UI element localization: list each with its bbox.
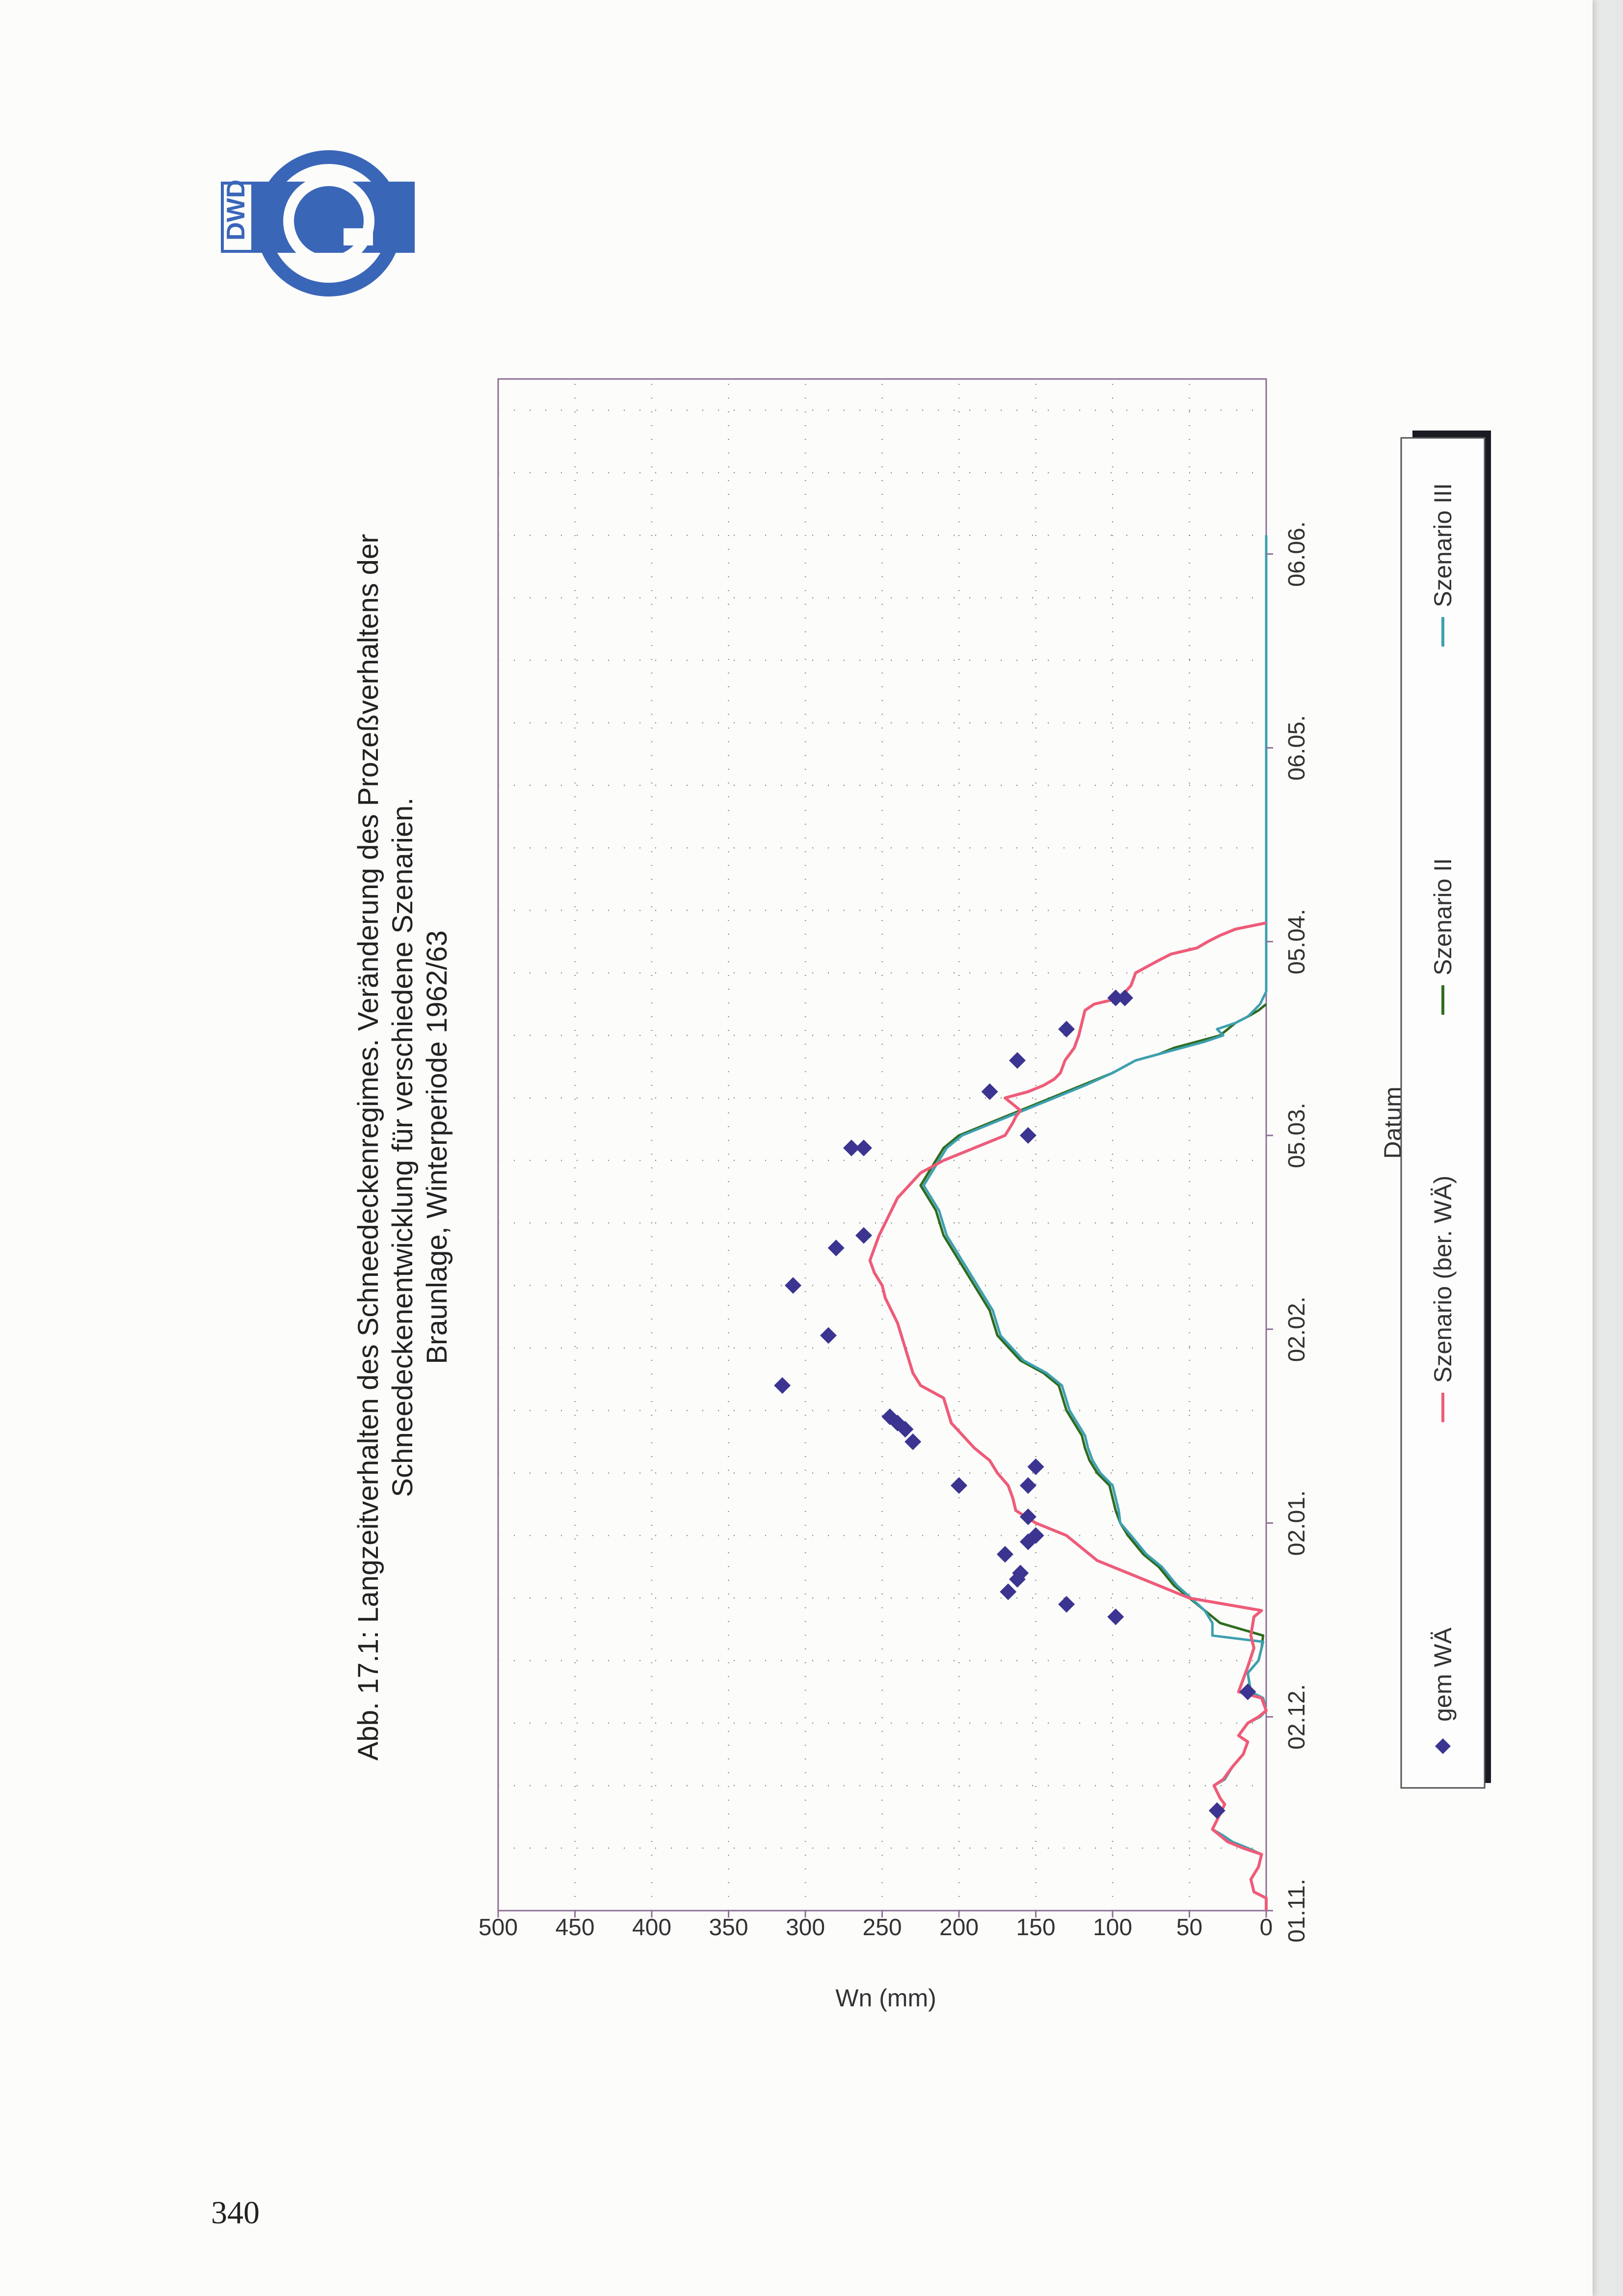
data-point-gem	[820, 1327, 837, 1344]
x-tick-label: 02.01.	[1284, 1490, 1310, 1556]
data-point-gem	[1208, 1802, 1225, 1819]
data-point-gem	[784, 1277, 801, 1294]
data-point-gem	[1027, 1458, 1044, 1475]
plot-area	[497, 378, 1267, 1912]
data-point-gem	[881, 1408, 899, 1425]
y-tick-label: 250	[862, 1915, 902, 1941]
data-point-gem	[1117, 989, 1134, 1006]
chart-subtitle: Braunlage, Winterperiode 1962/63	[421, 930, 453, 1364]
data-point-gem	[951, 1477, 967, 1494]
chart-title-line2: Schneedeckenentwicklung für verschiedene…	[387, 797, 419, 1497]
chart-root: 01.11. 02.12. 02.01. 02.02. 05.03. 05.04. 06.0…	[352, 378, 1491, 2012]
y-tick-label: 500	[479, 1915, 518, 1941]
y-tick-label: 300	[786, 1915, 825, 1941]
data-point-gem	[1019, 1508, 1037, 1525]
x-tick-label: 06.05.	[1284, 715, 1310, 781]
plot-frame	[497, 378, 1267, 1912]
y-tick-label: 400	[632, 1915, 671, 1941]
dwd-logo-spiral-inner	[307, 197, 355, 245]
series-line-s2	[919, 1003, 1268, 1911]
tick-labels: 01.11. 02.12. 02.01. 02.02. 05.03. 05.04. 06.0…	[479, 521, 1310, 1943]
x-tick-label: 06.06.	[1284, 521, 1310, 587]
y-tick-label: 50	[1176, 1915, 1202, 1941]
x-tick-label: 02.12.	[1284, 1684, 1310, 1749]
data-point-gem	[1019, 1127, 1037, 1144]
legend-label: Szenario III	[1429, 483, 1457, 607]
x-tick-label: 02.02.	[1284, 1297, 1310, 1362]
chart-title: Abb. 17.1: Langzeitverhalten des Schneed…	[352, 534, 384, 1761]
data-point-gem	[1012, 1565, 1029, 1582]
grid-lines	[498, 379, 1266, 1911]
x-tick-label: 05.03.	[1284, 1103, 1310, 1168]
data-point-gem	[774, 1377, 791, 1394]
page-number: 340	[211, 2195, 260, 2231]
data-point-gem	[1019, 1477, 1037, 1494]
data-point-gem	[855, 1139, 872, 1157]
data-point-gem	[1107, 989, 1124, 1006]
y-tick-label: 350	[709, 1915, 748, 1941]
data-point-gem	[855, 1227, 872, 1244]
series-line-ber	[868, 921, 1268, 1911]
legend-marker-diamond	[1435, 1738, 1451, 1754]
y-axis-label: Wn (mm)	[835, 1984, 936, 2012]
legend-entries: gem WÄ Szenario (ber. WÄ) Szenario II Szena…	[1429, 483, 1457, 1754]
dwd-logo-text: DWD	[222, 180, 250, 241]
legend-label: gem WÄ	[1429, 1627, 1457, 1722]
dwd-logo-spiral-outer	[256, 150, 402, 297]
series-layer	[868, 535, 1268, 1911]
data-point-gem	[1107, 1608, 1124, 1625]
data-point-gem	[1239, 1683, 1256, 1701]
x-tick-label: 05.04.	[1284, 909, 1310, 974]
y-tick-label: 150	[1016, 1915, 1055, 1941]
data-point-gem	[996, 1546, 1013, 1563]
data-point-gem	[905, 1433, 922, 1450]
data-point-gem	[827, 1240, 845, 1257]
y-tick-label: 450	[555, 1915, 594, 1941]
legend: gem WÄ Szenario (ber. WÄ) Szenario II Szena…	[1400, 431, 1491, 1789]
data-point-gem	[1009, 1052, 1026, 1069]
data-point-gem	[1058, 1021, 1075, 1038]
legend-label: Szenario (ber. WÄ)	[1429, 1176, 1457, 1383]
dwd-logo: DWD	[221, 150, 415, 297]
points-layer	[774, 989, 1256, 1819]
data-point-gem	[843, 1139, 860, 1157]
data-point-gem	[1000, 1583, 1017, 1600]
dwd-logo-spiral-mid	[283, 175, 374, 267]
y-tick-label: 200	[939, 1915, 979, 1941]
x-tick-label: 01.11.	[1284, 1879, 1310, 1943]
data-point-gem	[1019, 1533, 1037, 1550]
y-tick-label: 100	[1093, 1915, 1132, 1941]
dwd-logo-spiral-gap	[344, 228, 373, 245]
data-point-gem	[981, 1083, 998, 1100]
data-point-gem	[1027, 1527, 1044, 1544]
legend-label: Szenario II	[1429, 858, 1457, 975]
dwd-logo-text-box	[222, 183, 253, 252]
y-tick-label: 0	[1260, 1915, 1273, 1941]
data-point-gem	[889, 1414, 906, 1432]
legend-box	[1400, 437, 1486, 1789]
data-point-gem	[1058, 1596, 1075, 1613]
data-point-gem	[1009, 1571, 1026, 1588]
